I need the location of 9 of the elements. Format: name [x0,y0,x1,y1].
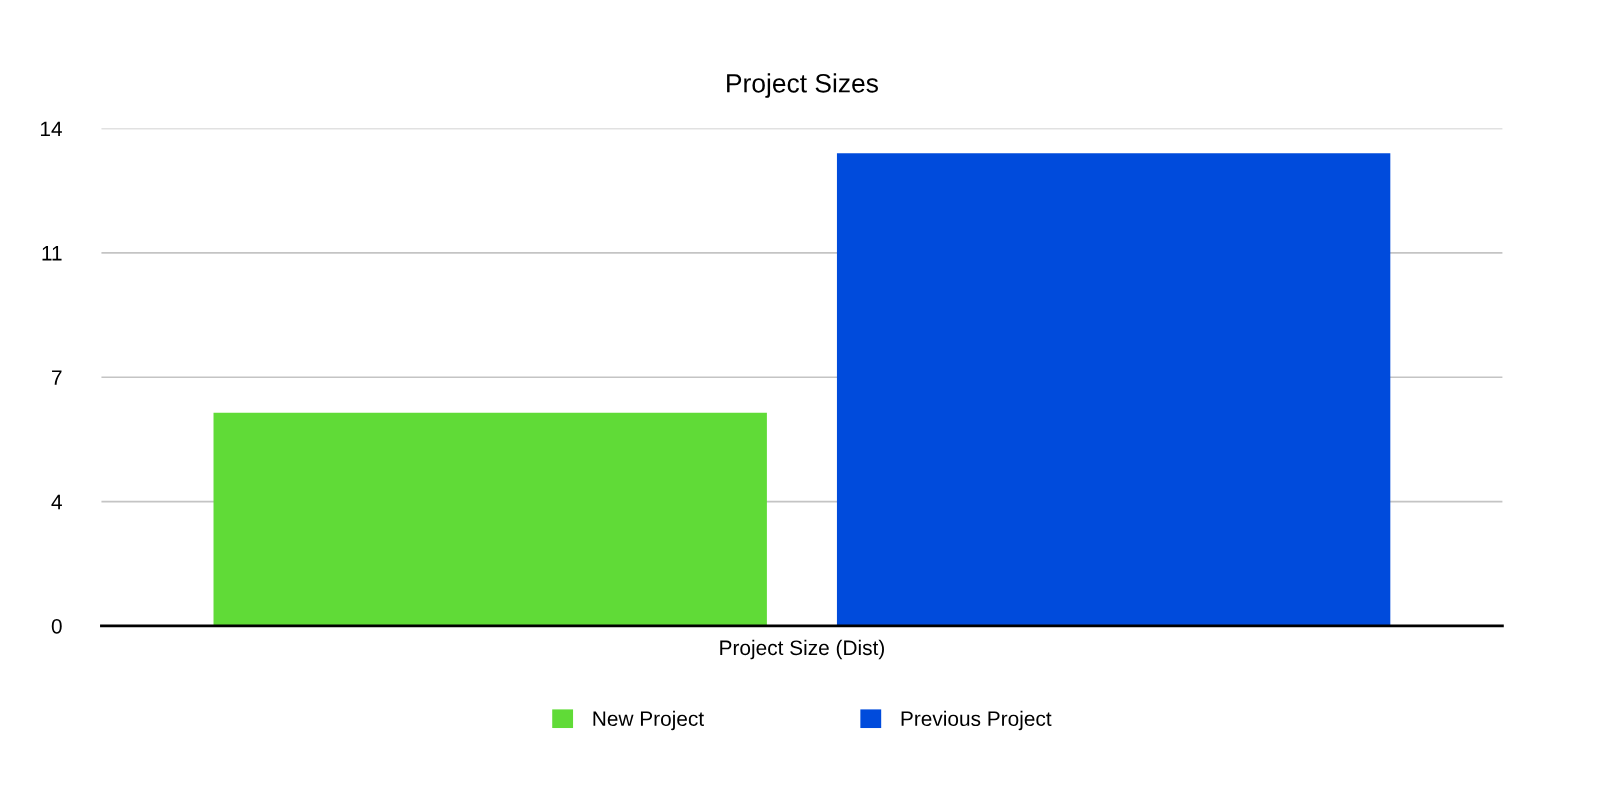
chart-title: Project Sizes [727,73,878,98]
x-tick-label: Project Size (Dist) [720,639,884,660]
y-tick-label: 14 [40,121,62,137]
y-tick-label: 7 [52,370,62,385]
legend-label: New Project [593,710,704,731]
y-tick-label: 4 [51,494,62,510]
y-tick-label: 0 [51,618,62,634]
legend-label: Previous Project [901,710,1052,731]
y-tick-label: 11 [42,246,62,261]
